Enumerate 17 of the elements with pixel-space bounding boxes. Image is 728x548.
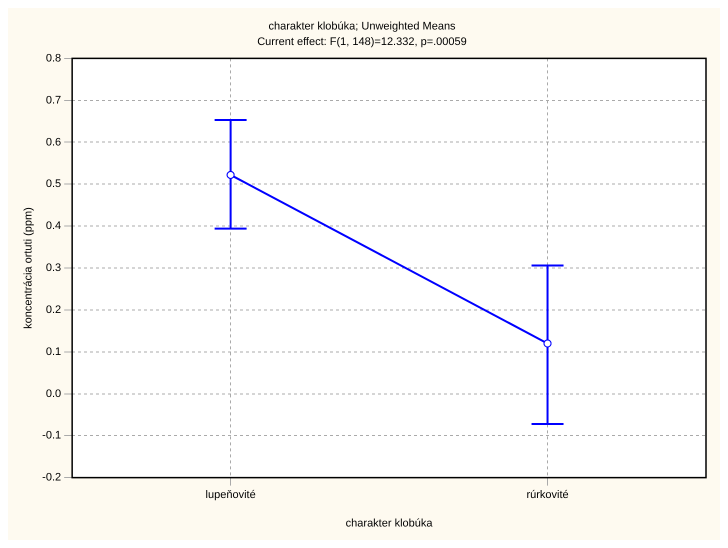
y-tick-label: 0.2 [46,304,62,316]
y-tick-label: -0.2 [42,472,62,484]
y-tick-label: 0.4 [46,220,62,232]
x-tick-label: rúrkovité [526,489,569,502]
chart-title: charakter klobúka; Unweighted Means [268,20,456,33]
y-tick-label: 0.7 [46,94,62,106]
y-tick-label: 0.5 [46,178,62,190]
x-axis-title: charakter klobúka [346,517,434,530]
y-tick-label: 0.6 [46,136,62,148]
chart-subtitle: Current effect: F(1, 148)=12.332, p=.00059 [257,36,467,48]
y-tick-label: 0.3 [46,262,62,274]
y-tick-label: 0.0 [46,388,62,400]
y-tick-label: -0.1 [42,430,62,442]
y-tick-label: 0.8 [46,52,62,64]
y-tick-label: 0.1 [46,346,62,358]
y-axis-title: koncentrácia ortuti (ppm) [22,207,35,329]
x-tick-label: lupeňovité [206,489,256,502]
